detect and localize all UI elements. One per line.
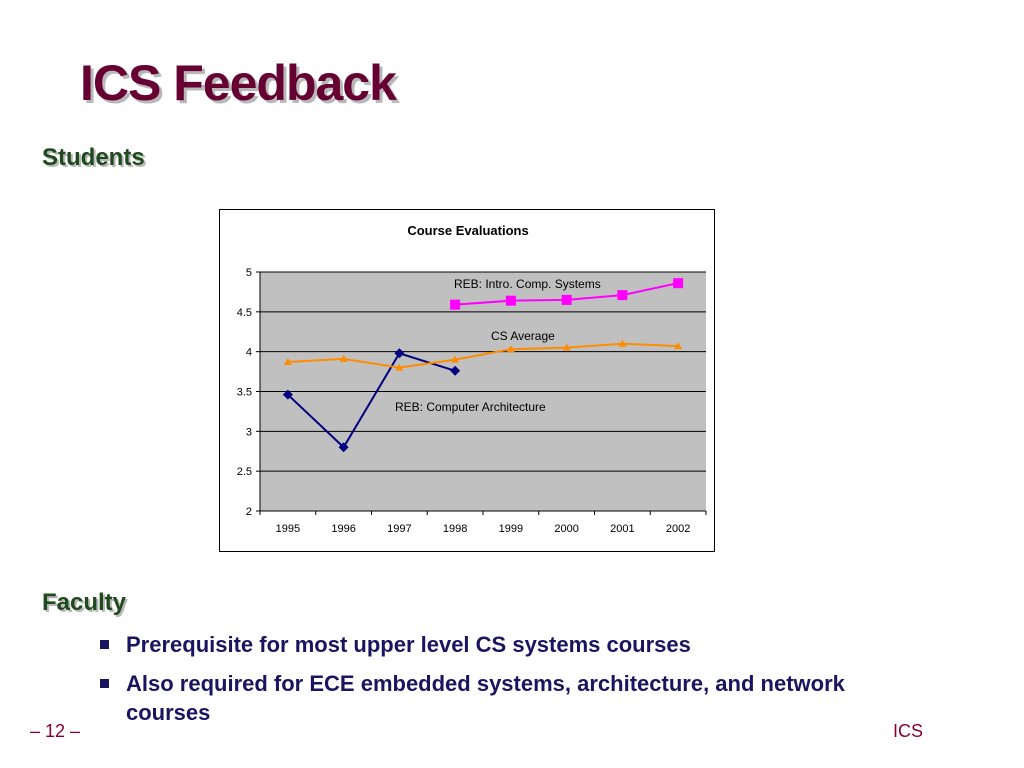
chart-svg: Course Evaluations 2 2.5 3 3.5 4 4.5 5 1995 1996… — [237, 223, 707, 535]
y-tick-label: 5 — [246, 267, 252, 279]
data-point — [674, 342, 683, 350]
data-point — [450, 299, 461, 310]
x-tick-label: 1996 — [331, 523, 355, 535]
data-point — [618, 339, 627, 347]
x-tick-label: 1998 — [443, 523, 467, 535]
data-point — [505, 295, 516, 306]
slide-title: ICS Feedback — [80, 55, 397, 111]
square-bullet-icon — [100, 679, 109, 688]
y-tick-label: 3 — [246, 426, 252, 438]
data-point — [451, 355, 460, 363]
series-label: REB: Computer Architecture — [395, 400, 546, 414]
x-tick-label: 2002 — [666, 523, 690, 535]
data-point — [394, 348, 405, 359]
axes: 2 2.5 3 3.5 4 4.5 5 1995 1996 1997 1998 1999 2000 200… — [237, 267, 707, 535]
data-point — [506, 345, 515, 353]
series-line — [287, 352, 456, 449]
data-point — [283, 358, 292, 366]
page-number: – 12 – — [30, 721, 81, 741]
bullet-text: Prerequisite for most upper level CS sys… — [126, 632, 691, 657]
x-tick-label: 1995 — [276, 523, 300, 535]
series-line — [287, 342, 679, 369]
series-cs-average — [283, 339, 683, 371]
data-point — [395, 363, 404, 371]
square-bullet-icon — [100, 640, 109, 649]
data-point — [339, 354, 348, 362]
data-point — [673, 278, 684, 289]
y-tick-label: 3.5 — [237, 387, 252, 399]
series-reb-computer-architecture — [282, 348, 461, 453]
data-point — [562, 343, 571, 351]
data-point — [338, 442, 349, 453]
footer-label: ICS — [893, 721, 924, 741]
y-tick-label: 4 — [246, 347, 252, 359]
bullet-text: Also required for ECE embedded systems, … — [126, 671, 845, 725]
data-point — [450, 365, 461, 376]
data-point — [282, 389, 293, 400]
students-heading: Students — [42, 144, 145, 171]
y-tick-label: 2.5 — [237, 466, 252, 478]
faculty-bullet-list: Prerequisite for most upper level CS sys… — [100, 630, 890, 737]
faculty-heading: Faculty — [42, 589, 127, 616]
gridlines — [260, 271, 706, 472]
annotations: REB: Computer Architecture CS Average REB:… — [395, 277, 601, 414]
series-label: CS Average — [491, 329, 555, 343]
course-evaluations-chart: Course Evaluations 2 2.5 3 3.5 4 4.5 5 1995 1996… — [219, 209, 715, 552]
data-point — [617, 290, 628, 301]
series-reb-intro-comp-systems — [450, 278, 684, 310]
bullet-item: Prerequisite for most upper level CS sys… — [100, 630, 890, 659]
series-label: REB: Intro. Comp. Systems — [454, 277, 601, 291]
chart-title: Course Evaluations — [407, 223, 528, 238]
x-tick-label: 1997 — [387, 523, 411, 535]
x-tick-label: 1999 — [499, 523, 523, 535]
x-tick-label: 2000 — [554, 523, 578, 535]
data-point — [561, 294, 572, 305]
bullet-item: Also required for ECE embedded systems, … — [100, 669, 890, 727]
y-tick-label: 2 — [246, 506, 252, 518]
y-tick-label: 4.5 — [237, 307, 252, 319]
x-tick-label: 2001 — [610, 523, 634, 535]
series-layer — [282, 278, 684, 453]
